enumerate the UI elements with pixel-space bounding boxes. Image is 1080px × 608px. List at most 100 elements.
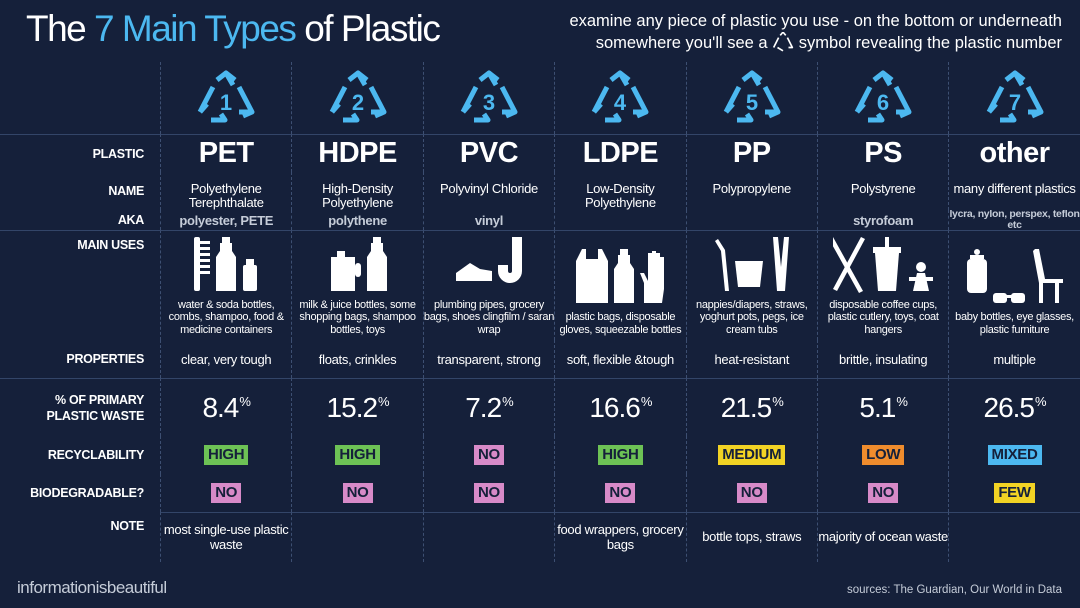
plastic-aka: vinyl [422,210,554,230]
plastic-name: many different plastics [948,172,1079,210]
properties: soft, flexible &tough [554,340,685,378]
uses-text: plumbing pipes, grocery bags, shoes clin… [423,298,555,336]
biodegradable: FEW [948,474,1079,512]
title-suffix: of Plastic [304,8,441,49]
uses-text: baby bottles, eye glasses, plastic furni… [955,311,1074,336]
recyclability-badge: HIGH [598,445,643,465]
main-uses: milk & juice bottles, some shopping bags… [291,230,423,340]
recyclability-badge: HIGH [204,445,249,465]
percent-value: 5.1 [859,391,896,423]
biodegradable-badge: NO [868,483,899,503]
plastic-name: Polystyrene [816,172,948,210]
percent-sign: % [772,394,784,409]
uses-text: plastic bags, disposable gloves, squeeza… [559,311,682,336]
percent-sign: % [896,394,908,409]
recycle-number-icon: 6 [854,70,912,123]
biodegradable: NO [291,474,422,512]
note: food wrappers, grocery bags [554,512,686,562]
properties: clear, very tough [160,340,291,378]
recyclability-badge: NO [474,445,504,465]
recycle-number-icon: 2 [329,70,387,123]
subtitle-post: symbol revealing the plastic number [798,34,1062,52]
recycle-number-icon: 5 [723,70,781,123]
baby-bottle-icon [966,249,987,293]
recycle-number-4: 4 [554,62,685,134]
plastic-abbr: HDPE [291,134,423,172]
row-label-note: NOTE [110,519,144,533]
svg-text:4: 4 [614,90,627,115]
uses-icons [712,235,792,293]
biodegradable-badge: FEW [994,483,1035,503]
cup-icon [873,236,902,291]
plastic-abbr: PS [816,134,949,172]
recycle-number-icon: 1 [197,70,255,123]
page-title: The 7 Main Types of Plastic [26,8,441,50]
percent-value: 16.6 [589,391,640,423]
note: bottle tops, straws [685,512,817,562]
percent-sign: % [640,394,653,409]
recycle-number-icon: 3 [460,70,518,123]
plastic-aka: polyester, PETE [160,210,291,230]
plastic-name: Polypropylene [685,172,817,210]
recycle-number-5: 5 [685,62,817,134]
note: majority of ocean waste [816,512,949,562]
recyclability: HIGH [291,436,422,474]
properties: floats, crinkles [291,340,422,378]
subtitle-line-1: examine any piece of plastic you use - o… [569,12,1062,30]
properties: multiple [948,340,1079,378]
percent-value: 8.4 [202,391,239,423]
biodegradable: NO [160,474,291,512]
bottle-icon [216,236,237,291]
glove-icon [640,251,665,303]
recycle-number-7: 7 [948,62,1079,134]
biodegradable-badge: NO [605,483,636,503]
percent-waste: 5.1% [816,378,949,436]
title-accent: 7 Main Types [94,8,297,49]
plastic-name: Polyethylene Terephthalate [160,172,291,210]
row-label-recyclability: RECYCLABILITY [47,448,144,462]
note [422,512,555,562]
small-bottle-icon [243,258,258,291]
percent-label-1: % OF PRIMARY [55,392,144,407]
recycle-number-2: 2 [291,62,422,134]
recyclability-badge: LOW [862,445,905,465]
recyclability: MEDIUM [685,436,817,474]
bottle-icon [614,249,635,303]
row-label-properties: PROPERTIES [66,352,144,366]
glasses-icon [992,293,1025,303]
percent-waste: 21.5% [685,378,817,436]
peg-icon [772,236,789,291]
plastic-abbr: PP [685,134,817,172]
row-label-plastic: PLASTIC [0,134,160,172]
recyclability-badge: HIGH [335,445,380,465]
plastic-name: Polyvinyl Chloride [422,172,554,210]
percent-waste: 16.6% [554,378,686,436]
percent-sign: % [1035,394,1047,409]
bag-icon [576,249,609,303]
biodegradable-badge: NO [342,483,373,503]
recycle-number-1: 1 [160,62,291,134]
brand-logo: informationisbeautiful [17,578,167,597]
recycle-symbol-icon [773,32,794,52]
plastic-name: Low-Density Polyethylene [554,172,685,210]
percent-waste: 7.2% [422,378,555,436]
recyclability-badge: MIXED [987,445,1042,465]
subtitle-pre: somewhere you'll see a [595,34,768,52]
properties: transparent, strong [422,340,554,378]
comb-icon [194,236,211,291]
percent-value: 15.2 [326,391,378,423]
plastic-aka: lycra, nylon, perspex, teflon etc [948,210,1080,230]
percent-sign: % [502,394,514,409]
properties: heat-resistant [685,340,817,378]
chair-icon [1032,249,1063,303]
recycle-number-6: 6 [816,62,948,134]
uses-icons [573,247,667,305]
percent-value: 21.5 [720,391,772,423]
note: most single-use plastic waste [160,512,292,562]
uses-text: disposable coffee cups, plastic cutlery,… [827,298,939,336]
subtitle-line-2: somewhere you'll see a symbol revealing … [569,32,1062,54]
bottle-icon [366,236,387,291]
recyclability: MIXED [948,436,1079,474]
svg-text:3: 3 [483,90,495,115]
biodegradable-badge: NO [474,483,504,503]
